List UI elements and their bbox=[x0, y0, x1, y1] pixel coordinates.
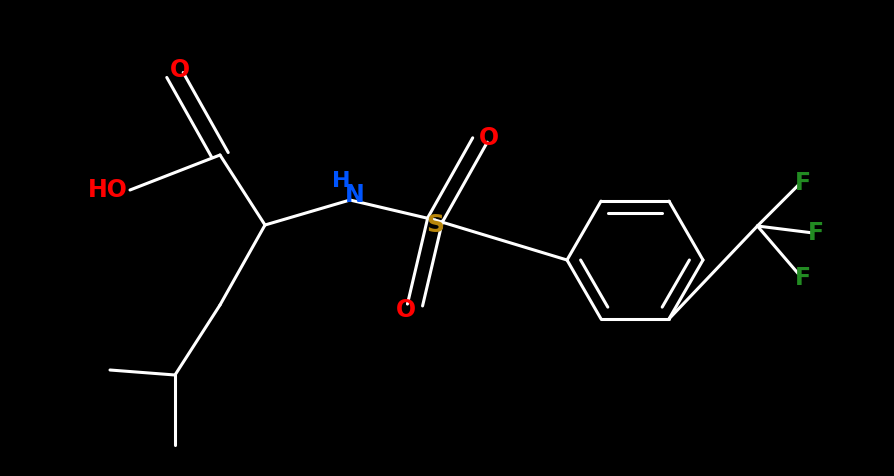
Text: O: O bbox=[478, 126, 499, 149]
Text: F: F bbox=[794, 171, 810, 195]
Text: HO: HO bbox=[88, 178, 128, 202]
Text: O: O bbox=[169, 58, 190, 82]
Text: S: S bbox=[426, 213, 443, 237]
Text: N: N bbox=[344, 183, 364, 207]
Text: H: H bbox=[332, 171, 350, 191]
Text: F: F bbox=[794, 267, 810, 290]
Text: F: F bbox=[807, 221, 823, 245]
Text: O: O bbox=[395, 298, 416, 322]
